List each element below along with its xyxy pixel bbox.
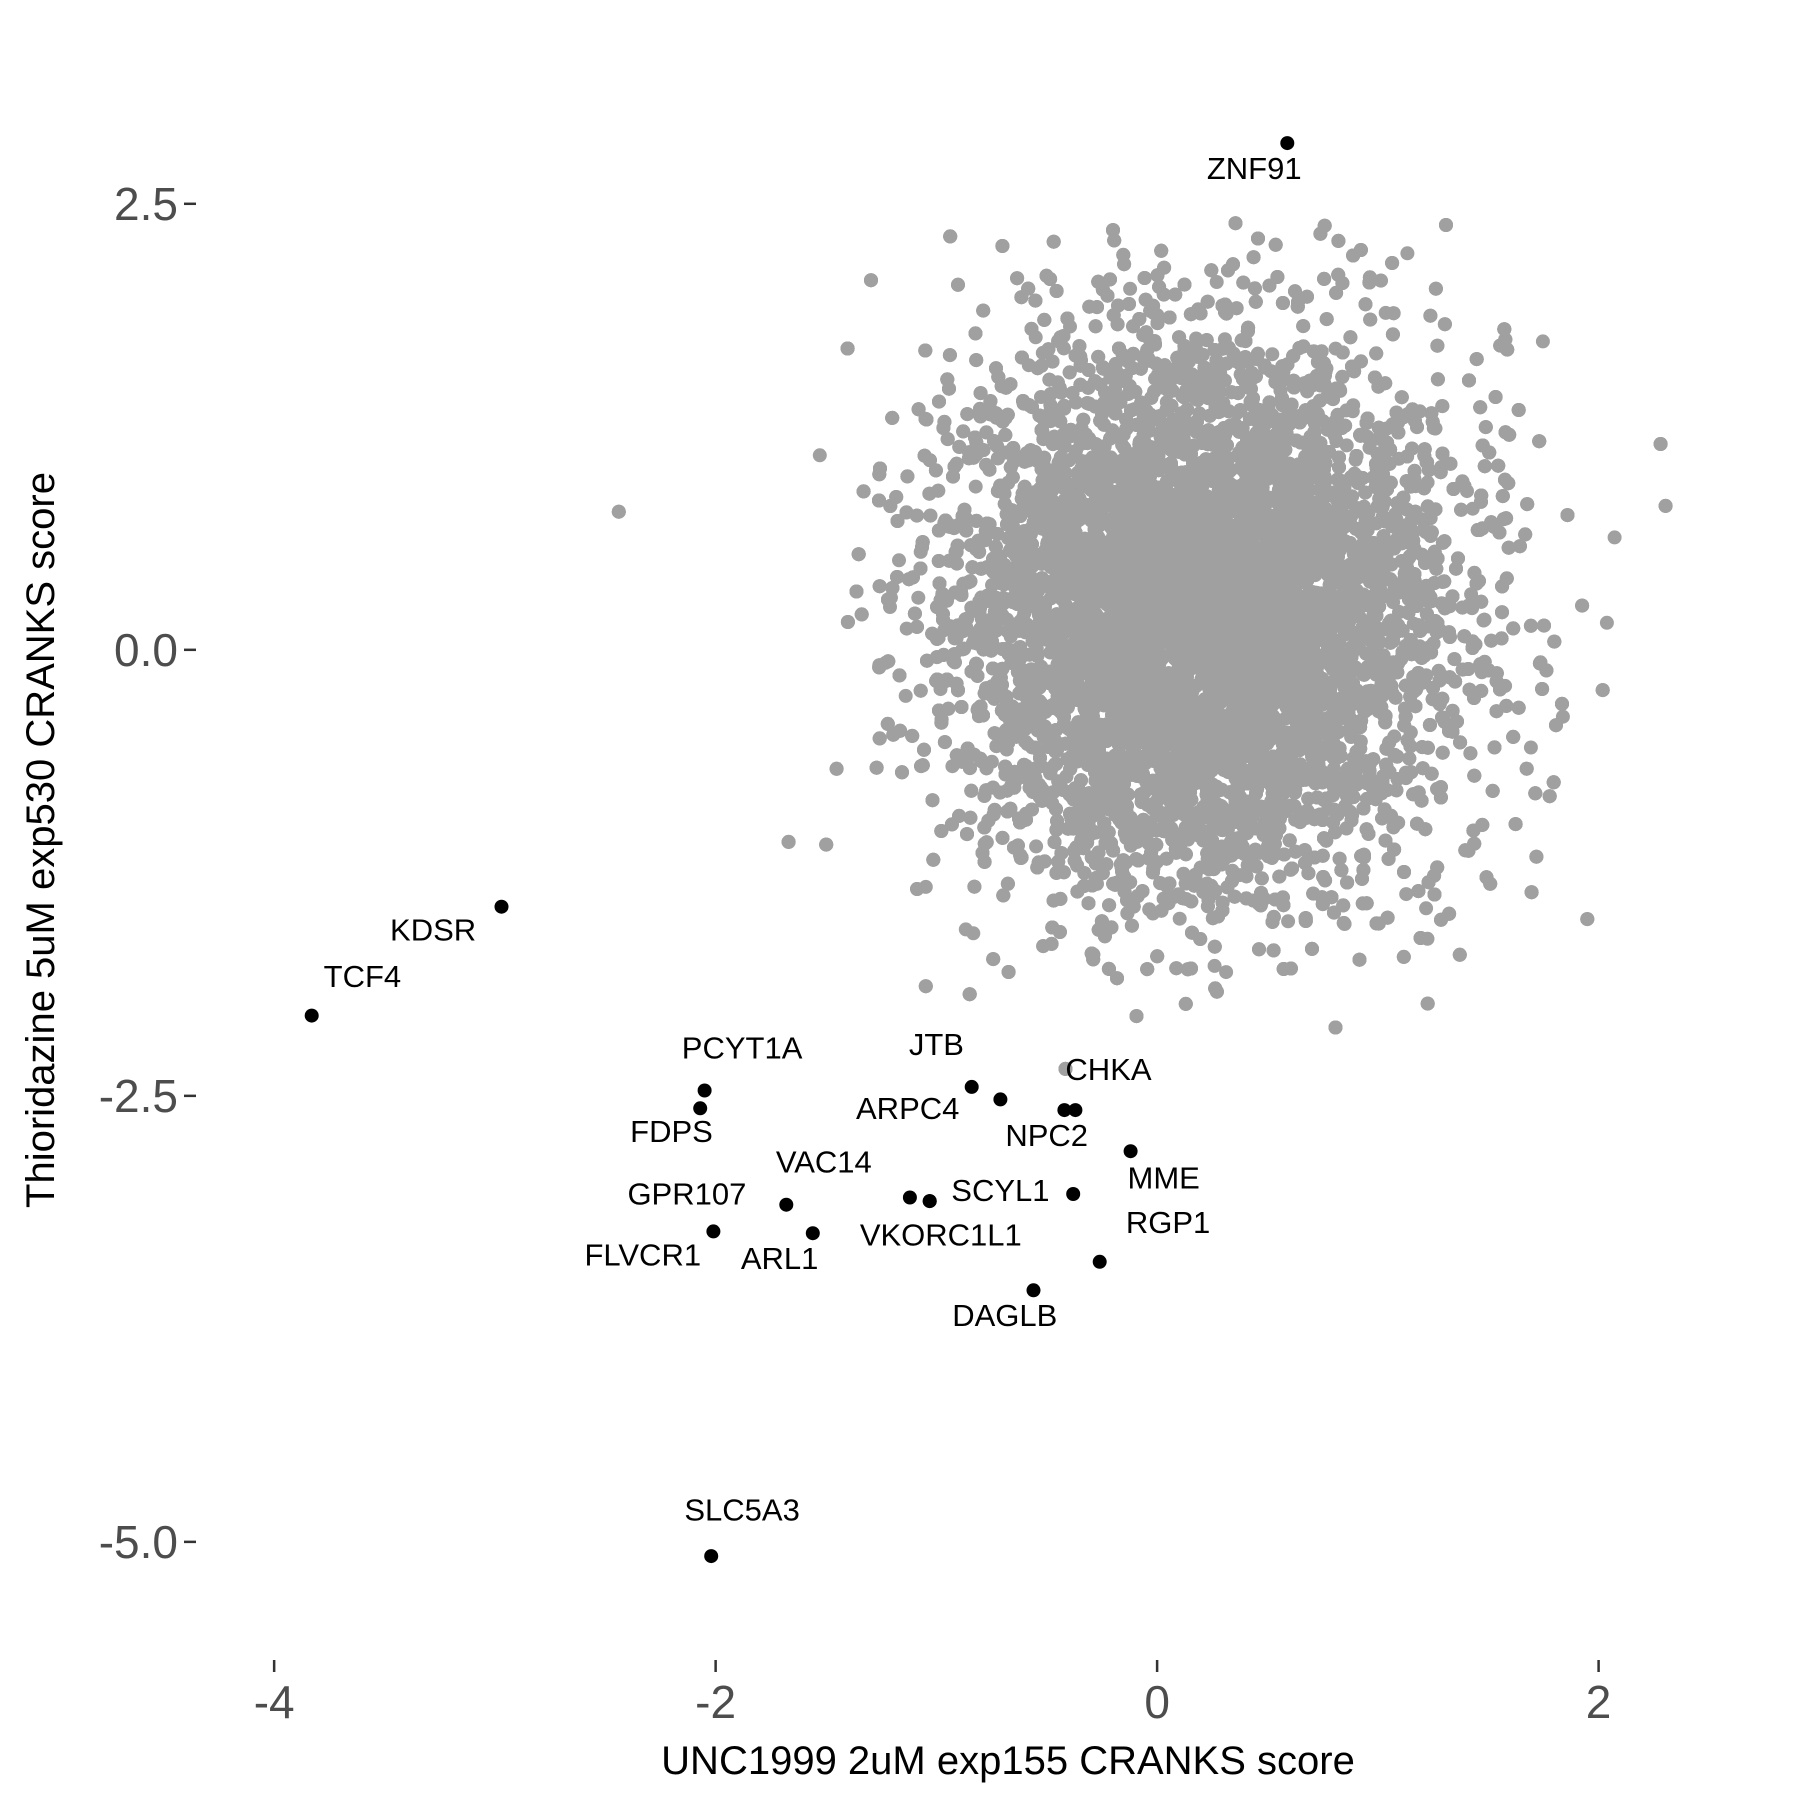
background-point xyxy=(1189,331,1204,346)
background-point xyxy=(1523,740,1538,755)
background-point xyxy=(1281,914,1296,929)
background-point xyxy=(812,448,827,463)
background-point xyxy=(1265,347,1280,362)
background-point xyxy=(1207,958,1222,973)
background-point xyxy=(1419,901,1434,916)
background-point xyxy=(1029,839,1044,854)
background-point xyxy=(1400,246,1415,261)
background-point xyxy=(911,590,926,605)
background-point xyxy=(898,688,913,703)
background-points xyxy=(611,216,1673,1076)
background-point xyxy=(1599,615,1614,630)
background-point xyxy=(1607,530,1622,545)
background-point xyxy=(1464,587,1479,602)
background-point xyxy=(899,621,914,636)
background-point xyxy=(1535,334,1550,349)
background-point xyxy=(1219,965,1234,980)
background-point xyxy=(1209,275,1224,289)
background-point xyxy=(1345,404,1360,419)
background-point xyxy=(1172,911,1187,926)
background-point xyxy=(1123,281,1138,296)
background-point xyxy=(1399,887,1414,902)
background-point xyxy=(892,553,906,568)
background-point xyxy=(968,479,983,494)
background-point xyxy=(966,926,981,941)
